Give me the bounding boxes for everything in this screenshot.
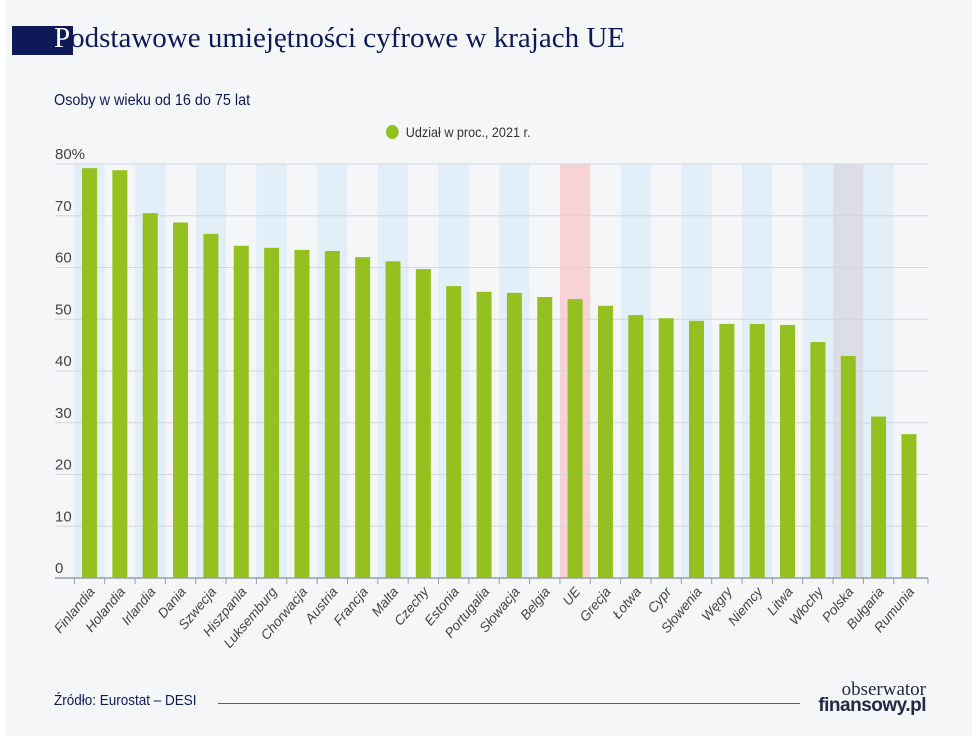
legend-label: Udział w proc., 2021 r. (405, 124, 531, 140)
y-tick-label: 20 (55, 457, 72, 474)
bar (840, 355, 856, 578)
logo: obserwator finansowy.pl (814, 679, 926, 716)
y-tick-label: 30 (55, 405, 72, 422)
bar (719, 323, 735, 578)
bar (628, 315, 644, 578)
bar (324, 250, 340, 578)
x-tick-label: Grecja (577, 584, 614, 624)
legend-dot-icon (386, 125, 399, 139)
y-tick-label: 50 (55, 301, 72, 318)
bar (173, 222, 189, 579)
x-tick-label: UE (560, 584, 584, 609)
bar (476, 291, 492, 578)
title-rest: odstawowe umiejętności cyfrowe w krajach… (70, 22, 625, 54)
bar (567, 299, 583, 578)
bar (82, 168, 97, 578)
bar (901, 434, 917, 578)
bar (294, 249, 310, 578)
bar (233, 245, 249, 578)
legend: Udział w proc., 2021 r. (386, 124, 530, 140)
bar (415, 269, 431, 578)
bar (689, 320, 704, 578)
bar (810, 342, 826, 578)
bar (446, 286, 462, 578)
x-tick-label: Belgia (517, 584, 553, 623)
source-divider (218, 703, 800, 704)
x-tick-label: Niemcy (725, 583, 766, 628)
title-accent-box (12, 26, 73, 55)
chart-subtitle: Osoby w wieku od 16 do 75 lat (54, 92, 251, 109)
y-tick-label: 60 (55, 250, 72, 267)
x-tick-label: Łotwa (609, 584, 644, 622)
bar (506, 292, 522, 578)
bar (537, 296, 553, 578)
y-tick-label: 10 (55, 508, 72, 525)
bar (355, 257, 371, 578)
y-tick-label: 80% (55, 146, 85, 163)
bar (203, 233, 219, 579)
bar (658, 318, 674, 578)
bar (264, 247, 280, 578)
logo-line2: finansowy.pl (818, 695, 926, 716)
y-tick-label: 0 (55, 560, 63, 577)
bar (597, 305, 613, 578)
bar (112, 170, 128, 578)
y-tick-label: 70 (55, 198, 72, 215)
title-first-letter: P (54, 22, 71, 54)
bar (385, 261, 401, 578)
bar (871, 416, 887, 578)
y-tick-label: 40 (55, 353, 72, 370)
source-note: Źródło: Eurostat – DESI (54, 692, 197, 709)
bar (142, 213, 158, 578)
bar (780, 324, 796, 578)
logo-line1: obserwator (841, 679, 926, 700)
bar (749, 323, 765, 578)
x-tick-label: Irlandia (119, 584, 159, 628)
chart-title: Podstawowe umiejętności cyfrowe w krajac… (54, 22, 625, 55)
x-tick-label: Włochy (786, 583, 827, 628)
